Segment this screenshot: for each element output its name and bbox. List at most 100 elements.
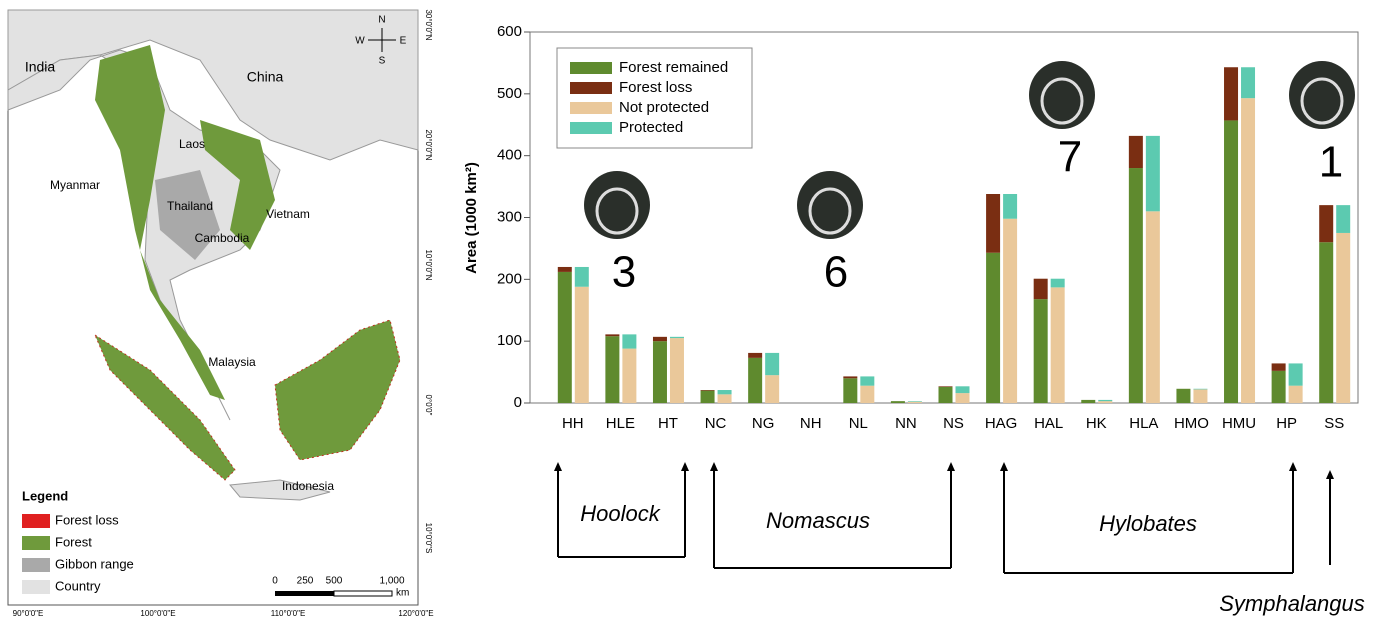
- bar-segment: [1193, 388, 1208, 390]
- bar-segment: [907, 401, 922, 402]
- bar-segment: [765, 352, 780, 376]
- forest-west: [95, 45, 225, 400]
- scale-label: 250: [297, 576, 314, 587]
- gibbon-face-ring: [595, 187, 639, 235]
- x-tick-label: NL: [849, 415, 868, 432]
- x-tick-label: HMU: [1222, 415, 1256, 432]
- scale-bar: [275, 591, 334, 596]
- bar-segment: [1145, 135, 1160, 212]
- bar-segment: [1003, 218, 1018, 403]
- bar-segment: [652, 336, 667, 342]
- bar-segment: [955, 393, 970, 403]
- genus-label: Nomascus: [766, 508, 870, 533]
- x-tick-label: NH: [800, 415, 822, 432]
- bar-segment: [1288, 363, 1303, 386]
- arrow-head: [554, 462, 562, 471]
- gibbon-face: [1029, 61, 1095, 129]
- bar-segment: [986, 252, 1001, 403]
- place-label: Thailand: [167, 199, 213, 213]
- gibbon-face: [1289, 61, 1355, 129]
- bar-segment: [955, 386, 970, 394]
- bar-segment: [938, 386, 953, 403]
- lat-label: 30°0'0"N: [424, 9, 433, 40]
- legend-label: Country: [55, 578, 101, 593]
- bar-segment: [1145, 211, 1160, 403]
- lon-label: 120°0'0"E: [398, 609, 433, 618]
- bar-segment: [1081, 399, 1096, 403]
- place-label: Indonesia: [282, 479, 334, 493]
- bar-segment: [1336, 205, 1351, 233]
- bar-segment: [860, 385, 875, 403]
- chart: 0 100 200 300 400 500 600 Area (1000 km²) HH HLE H…: [463, 23, 1365, 616]
- map: [7, 9, 419, 606]
- sumatra: [93, 333, 236, 481]
- legend-swatch: [570, 122, 612, 134]
- bar-segment: [1271, 363, 1286, 371]
- bar-segment: [605, 336, 620, 403]
- gibbon-face-ring: [808, 187, 852, 235]
- compass-label: N: [378, 15, 385, 26]
- java: [229, 479, 331, 501]
- x-tick-label: NN: [895, 415, 917, 432]
- x-tick-label: NG: [752, 415, 775, 432]
- bar-segment: [1050, 287, 1065, 403]
- bar-segment: [986, 194, 1001, 253]
- bar-segment: [843, 378, 858, 403]
- y-tick-label: 0: [514, 394, 522, 411]
- bar-segment: [1050, 278, 1065, 288]
- bar-segment: [748, 352, 763, 358]
- bar-segment: [574, 286, 589, 403]
- y-tick-label: 100: [497, 332, 522, 349]
- bar-segment: [860, 376, 875, 386]
- gibbon-face: [584, 171, 650, 239]
- bar-segment: [605, 334, 620, 337]
- place-label: India: [25, 59, 56, 75]
- lat-label: 10°0'0"S: [424, 523, 433, 554]
- legend-label: Gibbon range: [55, 556, 134, 571]
- genus-label: Hoolock: [580, 501, 660, 526]
- x-tick-label: NC: [705, 415, 727, 432]
- borneo: [274, 319, 401, 461]
- bar-segment: [765, 375, 780, 403]
- bar-segment: [669, 338, 684, 403]
- place-label: Myanmar: [50, 178, 100, 192]
- lon-label: 90°0'0"E: [13, 609, 44, 618]
- bar-segment: [1193, 389, 1208, 403]
- gibbon-face: [797, 171, 863, 239]
- bar-segment: [1224, 67, 1239, 121]
- bar-segment: [1098, 399, 1113, 402]
- legend-swatch: [22, 536, 50, 550]
- bar-segment: [669, 336, 684, 339]
- arrow-head: [681, 462, 689, 471]
- x-tick-label: HH: [562, 415, 584, 432]
- bar-segment: [938, 386, 953, 387]
- scale-label: 500: [326, 576, 343, 587]
- legend-label: Forest loss: [619, 79, 692, 96]
- x-tick-label: HLE: [606, 415, 635, 432]
- legend-title: Legend: [22, 488, 68, 503]
- bar-segment: [1288, 385, 1303, 403]
- bar-segment: [1271, 370, 1286, 403]
- bar-segment: [1319, 205, 1334, 243]
- y-tick-label: 600: [497, 23, 522, 40]
- place-label: Cambodia: [195, 231, 250, 245]
- place-label: Laos: [179, 137, 205, 151]
- legend-label: Protected: [619, 119, 683, 136]
- legend-swatch: [570, 62, 612, 74]
- place-label: Vietnam: [266, 207, 310, 221]
- bar-segment: [557, 266, 572, 272]
- x-tick-label: HK: [1086, 415, 1107, 432]
- lat-label: 20°0'0"N: [424, 129, 433, 160]
- bar-segment: [1224, 120, 1239, 404]
- bar-segment: [1128, 168, 1143, 403]
- x-tick-label: NS: [943, 415, 964, 432]
- compass: [368, 28, 396, 52]
- bar-segment: [748, 357, 763, 403]
- x-tick-label: SS: [1324, 415, 1344, 432]
- scale-unit: km: [396, 588, 409, 599]
- x-tick-label: HAG: [985, 415, 1018, 432]
- genus-label: Symphalangus: [1219, 591, 1365, 616]
- legend-swatch: [22, 558, 50, 572]
- compass-label: S: [379, 56, 386, 67]
